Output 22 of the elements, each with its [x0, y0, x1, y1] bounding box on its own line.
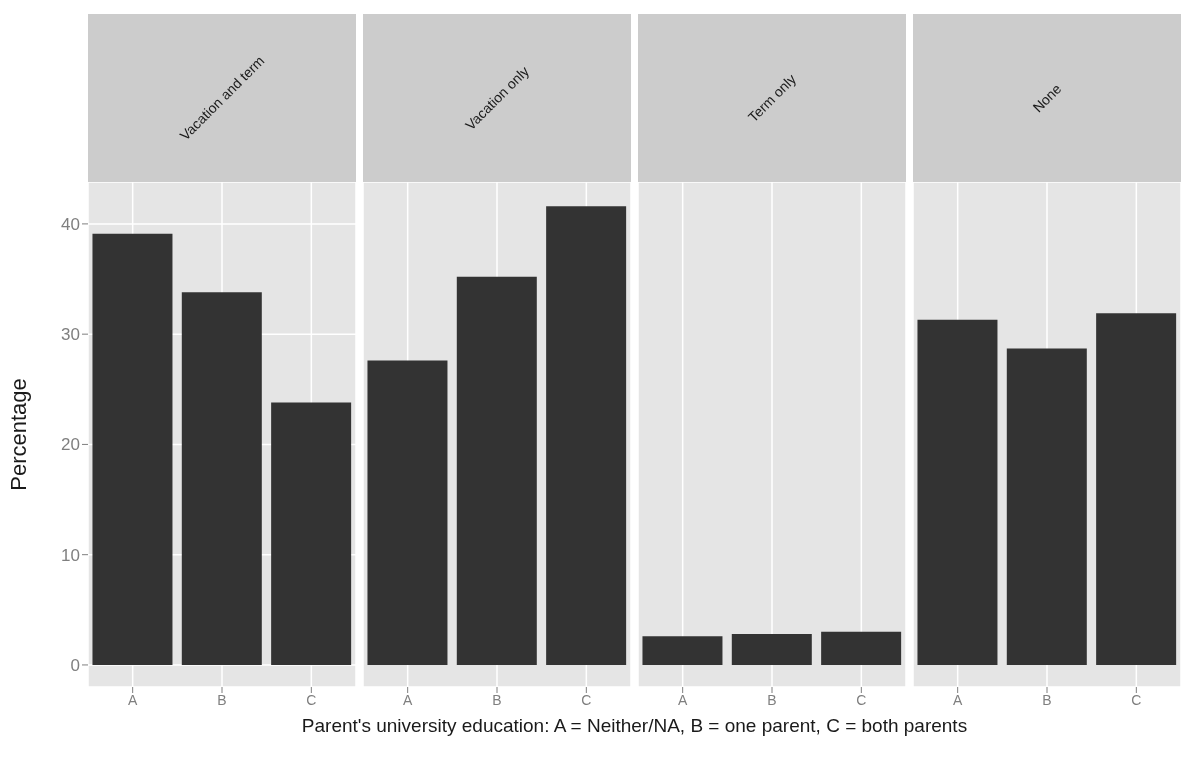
- x-tick-label: C: [856, 691, 867, 708]
- x-tick-label: C: [581, 691, 592, 708]
- y-tick-label: 30: [61, 325, 80, 345]
- y-tick-label: 40: [61, 214, 80, 234]
- y-axis-title: Percentage: [5, 378, 31, 491]
- bar: [271, 402, 352, 665]
- x-tick-label: A: [402, 691, 413, 708]
- y-tick-label: 10: [61, 545, 80, 565]
- x-tick-label: C: [306, 691, 317, 708]
- x-tick-label: C: [1131, 691, 1142, 708]
- y-tick-label: 0: [70, 655, 80, 675]
- bar: [92, 233, 173, 665]
- x-tick-label: B: [1042, 691, 1052, 708]
- x-tick-label: B: [767, 691, 777, 708]
- x-tick-label: A: [127, 691, 138, 708]
- x-tick-label: A: [677, 691, 688, 708]
- y-tick-label: 20: [61, 435, 80, 455]
- x-tick-label: A: [952, 691, 963, 708]
- x-tick-label: B: [492, 691, 502, 708]
- bar: [181, 292, 262, 665]
- x-tick-label: B: [217, 691, 227, 708]
- x-axis-title: Parent's university education: A = Neither/NA, B = one parent, C = both parents: [300, 715, 969, 737]
